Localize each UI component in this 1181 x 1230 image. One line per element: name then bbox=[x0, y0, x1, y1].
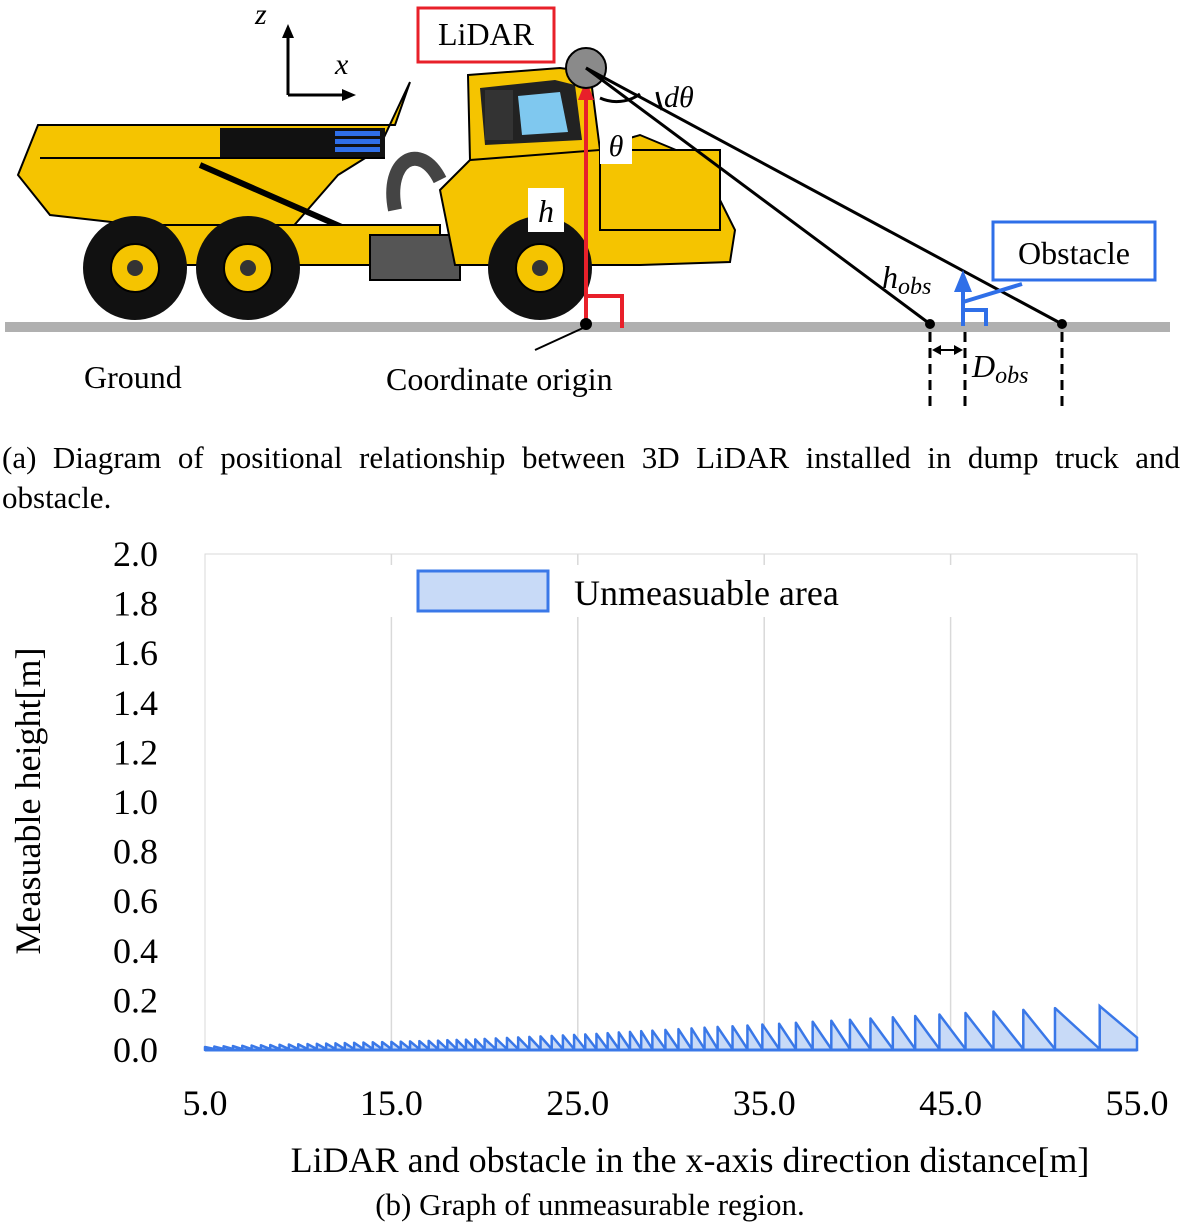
x-tick-label: 5.0 bbox=[183, 1083, 228, 1123]
x-axis-label: x bbox=[334, 48, 349, 81]
y-tick-labels: 0.0 0.2 0.4 0.6 0.8 1.0 1.2 1.4 1.6 1.8 2.0 bbox=[113, 534, 158, 1070]
y-tick-label: 0.6 bbox=[113, 881, 158, 921]
z-axis-label: z bbox=[254, 0, 267, 31]
obstacle-label: Obstacle bbox=[1018, 235, 1130, 271]
y-tick-label: 1.0 bbox=[113, 782, 158, 822]
obstacle-arrowhead bbox=[954, 270, 972, 292]
ray-ground-point-2 bbox=[1057, 319, 1067, 329]
x-tick-labels: 5.0 15.0 25.0 35.0 45.0 55.0 bbox=[183, 1083, 1169, 1123]
x-tick-label: 25.0 bbox=[546, 1083, 609, 1123]
y-tick-label: 0.4 bbox=[113, 931, 158, 971]
origin-leader-line bbox=[534, 327, 584, 351]
caption-a: (a) Diagram of positional relationship b… bbox=[2, 440, 1180, 515]
legend: Unmeasuable area bbox=[388, 565, 1008, 617]
wheel bbox=[488, 216, 592, 320]
h-obs-sub: obs bbox=[898, 274, 931, 300]
y-axis-label: Measuable height[m] bbox=[8, 648, 48, 955]
d-theta-label: dθ bbox=[664, 81, 694, 114]
coordinate-axes bbox=[282, 24, 356, 101]
legend-swatch bbox=[416, 569, 550, 613]
h-label: h bbox=[538, 193, 554, 229]
x-tick-label: 35.0 bbox=[733, 1083, 796, 1123]
x-tick-label: 55.0 bbox=[1106, 1083, 1169, 1123]
h-obs-label: hobs bbox=[882, 259, 931, 300]
d-obs-arrow-left bbox=[932, 345, 941, 355]
wheel bbox=[196, 216, 300, 320]
y-tick-label: 0.8 bbox=[113, 832, 158, 872]
y-tick-label: 1.8 bbox=[113, 584, 158, 624]
h-obs-main: h bbox=[882, 259, 898, 295]
dump-truck bbox=[16, 66, 737, 320]
lidar-dump-truck-diagram: z x bbox=[5, 0, 1170, 408]
d-obs-main: D bbox=[971, 348, 995, 384]
theta-label: θ bbox=[609, 130, 624, 163]
height-arrowhead bbox=[578, 80, 594, 100]
grid-lines bbox=[390, 554, 952, 1050]
obstacle-label-box bbox=[991, 220, 1157, 282]
height-indicator bbox=[584, 95, 624, 328]
wheel bbox=[83, 216, 187, 320]
obstacle-marker bbox=[961, 282, 1023, 326]
d-obs-sub: obs bbox=[995, 363, 1028, 389]
y-tick-label: 0.0 bbox=[113, 1030, 158, 1070]
unmeasurable-area-chart: 0.0 0.2 0.4 0.6 0.8 1.0 1.2 1.4 1.6 1.8 2.0 5.0 15.… bbox=[8, 534, 1169, 1222]
y-tick-label: 0.2 bbox=[113, 980, 158, 1020]
y-tick-label: 1.2 bbox=[113, 732, 158, 772]
legend-label: Unmeasuable area bbox=[574, 573, 839, 613]
origin-point bbox=[580, 318, 592, 330]
x-tick-label: 45.0 bbox=[919, 1083, 982, 1123]
theta-label-box bbox=[600, 124, 632, 164]
x-tick-label: 15.0 bbox=[360, 1083, 423, 1123]
plot-area bbox=[204, 553, 1138, 1051]
d-obs-arrow-right bbox=[954, 345, 963, 355]
d-obs-dimension bbox=[928, 332, 1064, 408]
h-label-box bbox=[528, 188, 564, 232]
lidar-label-box bbox=[416, 6, 556, 64]
x-axis-label: LiDAR and obstacle in the x-axis directi… bbox=[291, 1140, 1090, 1180]
lidar-label: LiDAR bbox=[438, 16, 535, 52]
d-obs-label: Dobs bbox=[971, 348, 1028, 389]
ray-ground-point-1 bbox=[925, 319, 935, 329]
ground-label: Ground bbox=[84, 359, 182, 395]
caption-b: (b) Graph of unmeasurable region. bbox=[375, 1187, 805, 1222]
scan-rays bbox=[585, 66, 1063, 326]
y-tick-label: 2.0 bbox=[113, 534, 158, 574]
y-tick-label: 1.4 bbox=[113, 683, 158, 723]
origin-label: Coordinate origin bbox=[386, 361, 613, 397]
area-layer bbox=[203, 1003, 1139, 1052]
y-tick-label: 1.6 bbox=[113, 633, 158, 673]
